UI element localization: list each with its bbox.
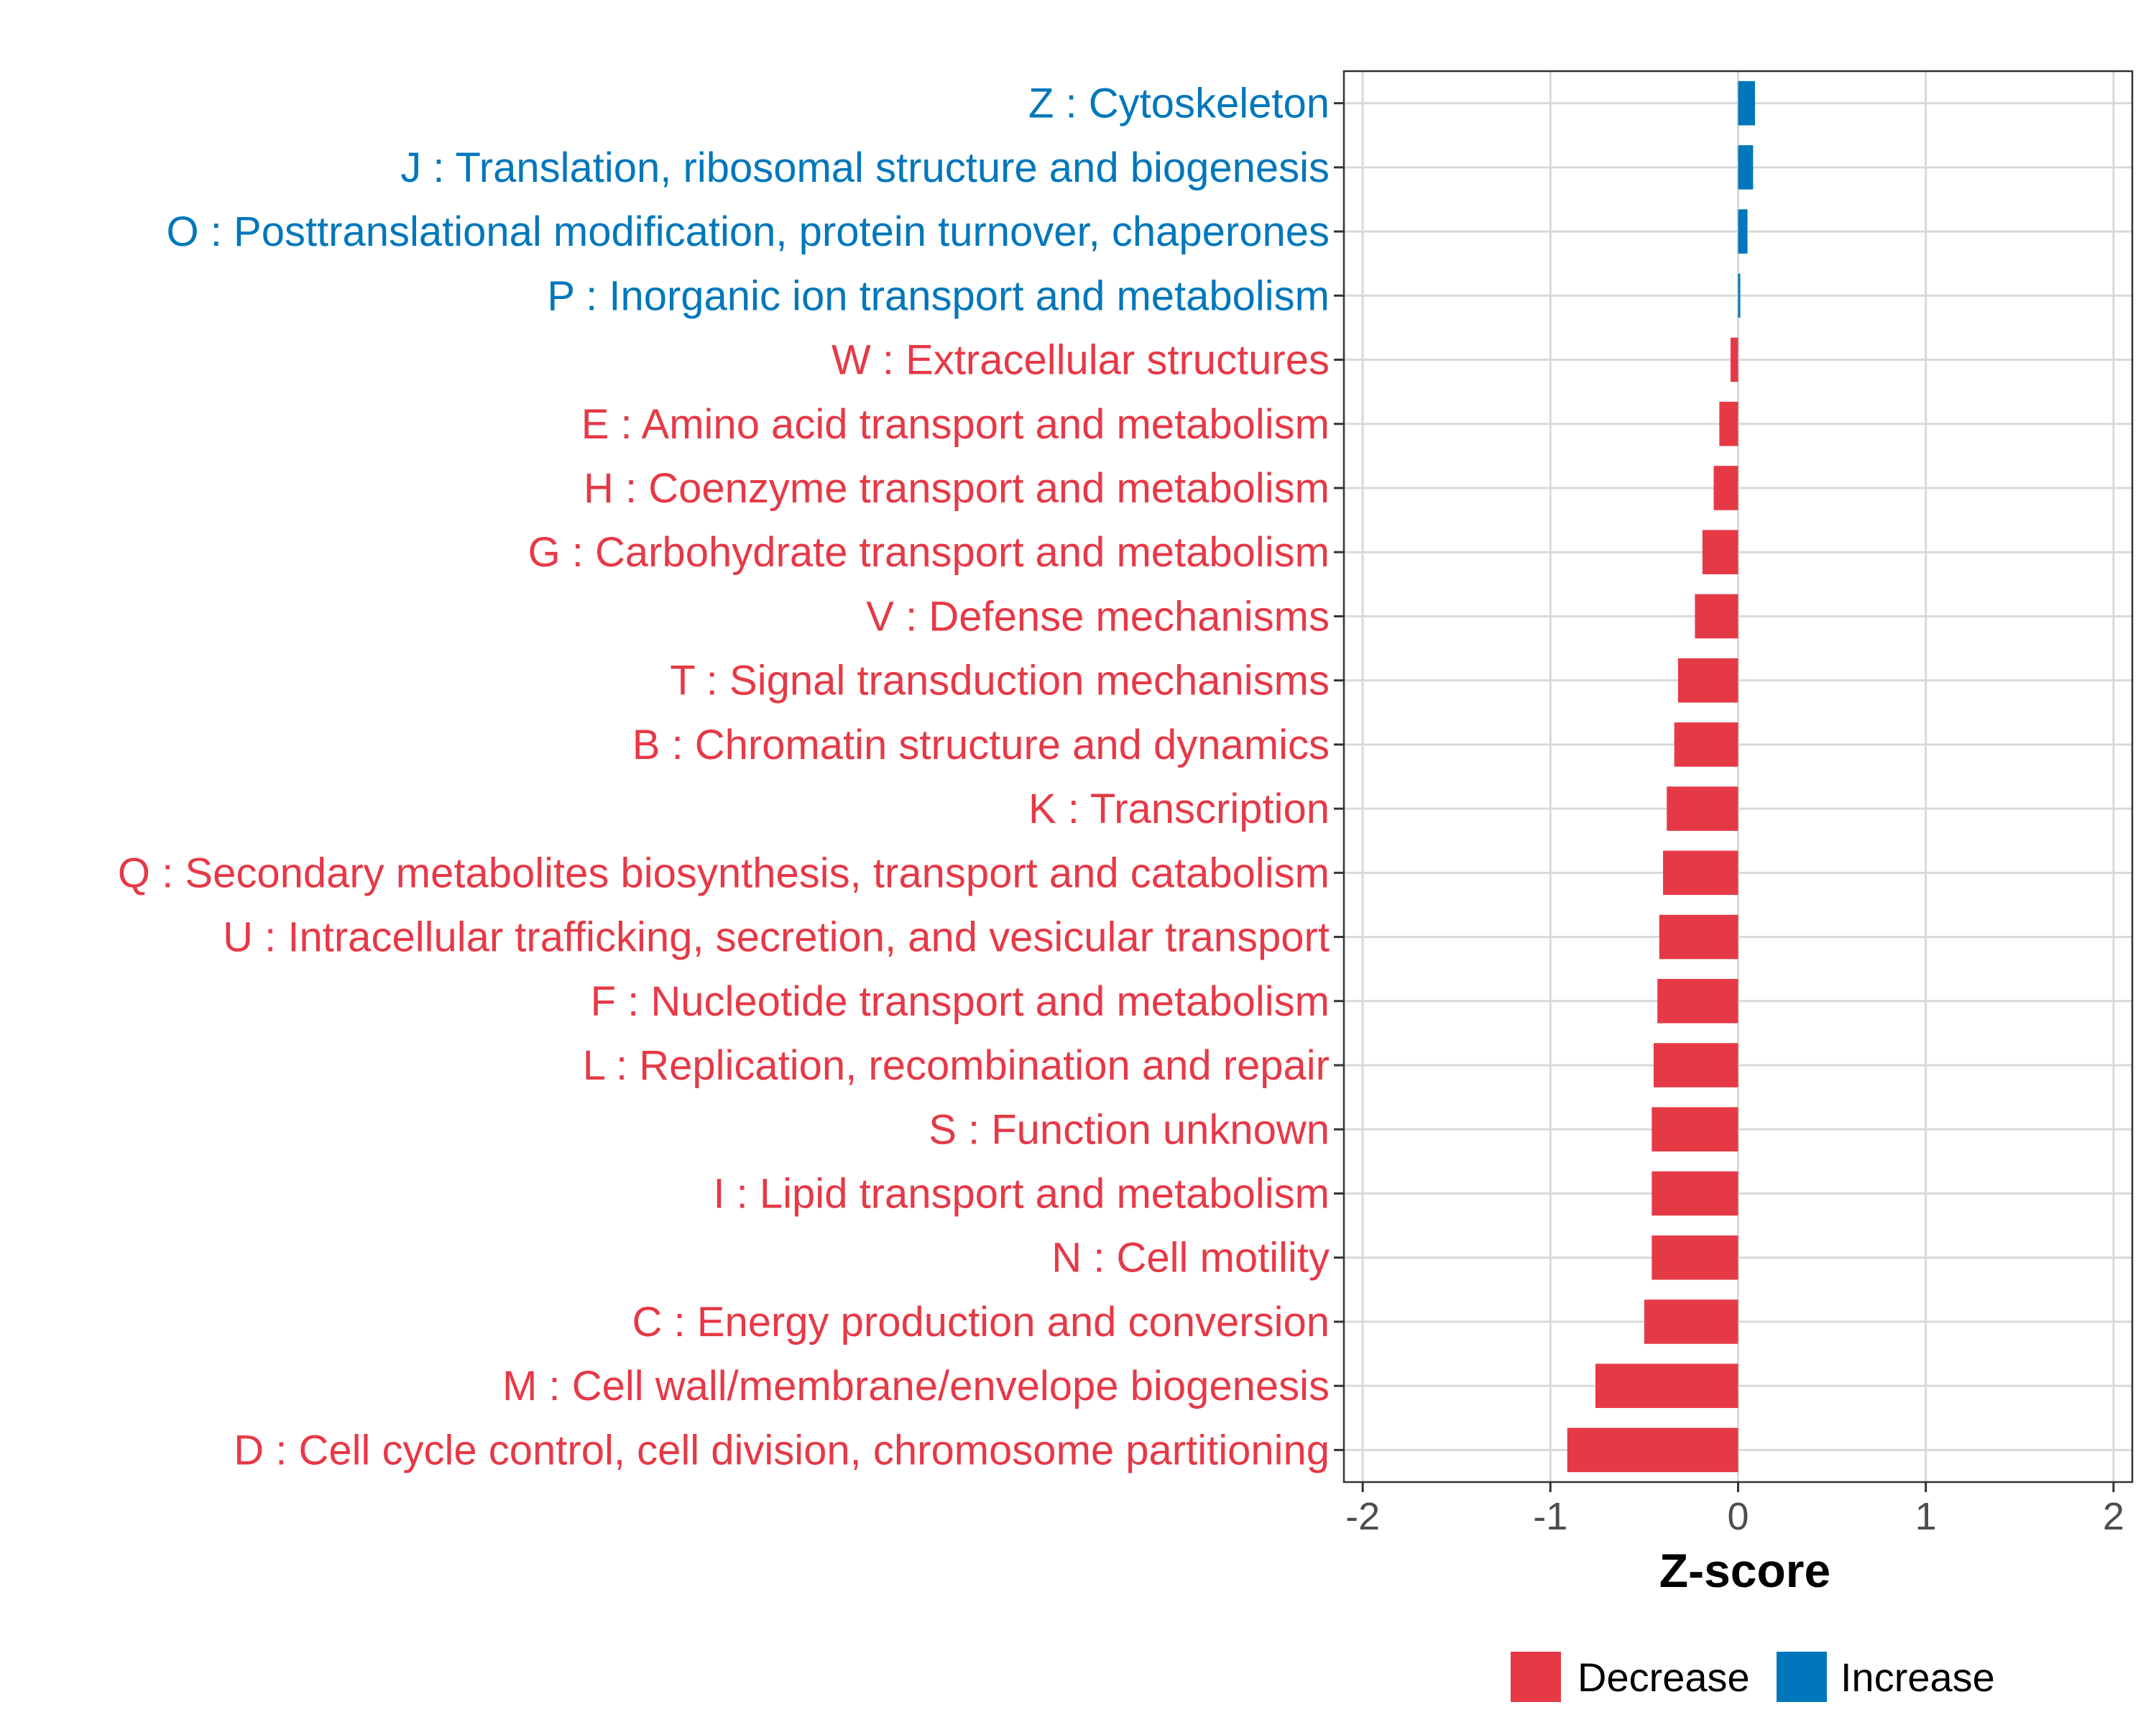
legend-label: Decrease [1577, 1655, 1750, 1700]
category-label: N : Cell motility [1051, 1235, 1330, 1282]
legend-label: Increase [1841, 1655, 1995, 1700]
bar [1731, 337, 1738, 382]
legend-swatch [1777, 1652, 1827, 1702]
bar [1667, 786, 1738, 831]
bar [1663, 850, 1738, 896]
bar [1595, 1363, 1738, 1408]
bar [1677, 658, 1738, 703]
category-label: G : Carbohydrate transport and metabolis… [528, 529, 1330, 576]
category-label: H : Coenzyme transport and metabolism [584, 465, 1330, 512]
bar [1653, 1043, 1738, 1087]
category-label: V : Defense mechanisms [866, 593, 1330, 640]
x-axis-title: Z-score [1659, 1544, 1830, 1597]
category-label: J : Translation, ribosomal structure and… [400, 144, 1330, 191]
category-label: C : Energy production and conversion [632, 1299, 1330, 1346]
category-label: M : Cell wall/membrane/envelope biogenes… [502, 1363, 1330, 1409]
category-label: L : Replication, recombination and repai… [583, 1042, 1330, 1089]
bar [1702, 530, 1738, 574]
bar [1657, 979, 1738, 1024]
category-label: U : Intracellular trafficking, secretion… [223, 914, 1330, 961]
bar [1738, 209, 1748, 254]
x-tick-label: -2 [1345, 1495, 1380, 1538]
bar [1738, 80, 1756, 126]
category-label: W : Extracellular structures [831, 337, 1330, 384]
category-label: F : Nucleotide transport and metabolism [591, 978, 1330, 1025]
bar [1719, 401, 1738, 446]
bar [1659, 914, 1738, 960]
category-label: B : Chromatin structure and dynamics [632, 722, 1330, 768]
bar [1695, 594, 1738, 639]
bar [1644, 1300, 1738, 1344]
legend: Decrease Increase [1511, 1652, 1995, 1702]
category-label: I : Lipid transport and metabolism [713, 1170, 1330, 1217]
category-label: K : Transcription [1028, 786, 1330, 832]
bar [1651, 1235, 1738, 1280]
category-label: P : Inorganic ion transport and metaboli… [547, 272, 1330, 319]
y-axis-ticks [1334, 102, 1344, 1451]
x-axis-ticks: -2 -1 0 1 2 [1345, 1482, 2124, 1538]
bar [1651, 1107, 1738, 1152]
category-label: O : Posttranslational modification, prot… [167, 208, 1330, 255]
bar [1651, 1171, 1738, 1216]
x-tick-label: 1 [1915, 1495, 1937, 1538]
x-tick-label: -1 [1533, 1495, 1567, 1538]
category-label: Z : Cytoskeleton [1028, 80, 1330, 127]
category-label: D : Cell cycle control, cell division, c… [234, 1427, 1330, 1473]
category-label: T : Signal transduction mechanisms [670, 658, 1330, 704]
category-label: S : Function unknown [929, 1106, 1330, 1153]
x-tick-label: 0 [1727, 1495, 1749, 1538]
bar [1674, 722, 1738, 767]
y-axis-category-labels: Z : Cytoskeleton J : Translation, ribosom… [118, 80, 1330, 1474]
bar [1738, 273, 1741, 318]
bar [1738, 145, 1754, 190]
category-label: E : Amino acid transport and metabolism [581, 401, 1330, 448]
bar [1713, 466, 1738, 510]
bar [1567, 1427, 1738, 1473]
category-label: Q : Secondary metabolites biosynthesis, … [118, 850, 1330, 896]
legend-swatch [1511, 1652, 1561, 1702]
bars [1567, 80, 1756, 1473]
x-tick-label: 2 [2103, 1495, 2124, 1538]
